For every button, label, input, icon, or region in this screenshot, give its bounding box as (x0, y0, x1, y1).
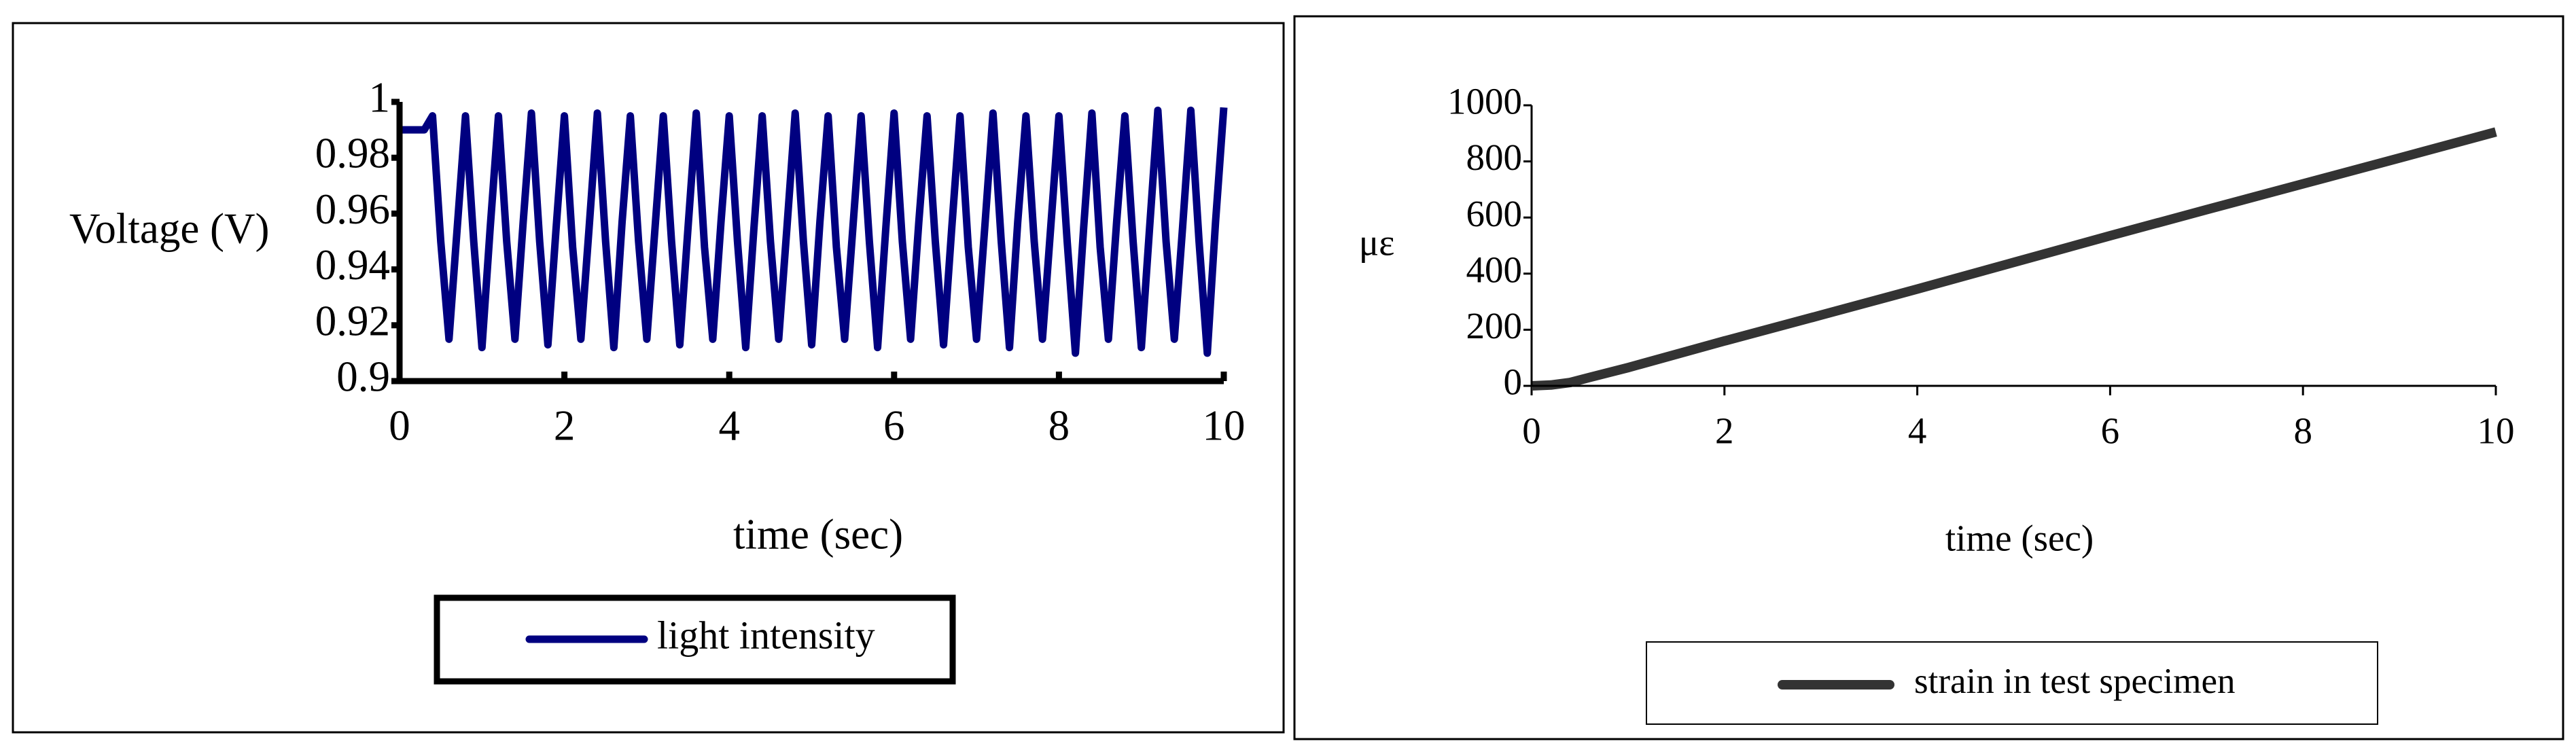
y-tick-label: 0 (1504, 361, 1523, 403)
x-tick-label: 10 (1203, 401, 1246, 449)
y-tick-label: 0.92 (315, 297, 390, 344)
x-tick-label: 8 (2293, 410, 2312, 452)
legend-box (434, 594, 956, 685)
x-tick-label: 0 (1522, 410, 1541, 452)
y-axis-label: Voltage (V) (69, 204, 270, 252)
y-tick-label: 0.96 (315, 185, 390, 233)
y-tick-label: 0.94 (315, 241, 390, 289)
y-tick-label: 600 (1466, 193, 1523, 234)
x-tick-label: 8 (1048, 401, 1070, 449)
y-tick-label: 1 (369, 73, 391, 121)
legend-label: light intensity (657, 613, 875, 657)
y-tick-label: 0.98 (315, 130, 390, 177)
data-line (400, 106, 1228, 357)
x-tick-label: 6 (2101, 410, 2120, 452)
x-tick-label: 4 (718, 401, 740, 449)
x-tick-label: 2 (554, 401, 576, 449)
y-tick-label: 0.9 (336, 353, 390, 400)
x-tick-label: 10 (2477, 410, 2515, 452)
y-tick-label: 400 (1466, 249, 1523, 290)
legend-label: strain in test specimen (1914, 662, 2235, 701)
x-tick-label: 2 (1715, 410, 1734, 452)
y-axis-label: με (1359, 222, 1395, 264)
y-tick-label: 800 (1466, 137, 1523, 178)
y-tick-label: 200 (1466, 305, 1523, 346)
right-panel (1293, 15, 2564, 740)
x-tick-label: 4 (1908, 410, 1927, 452)
x-axis-label: time (sec) (733, 510, 903, 558)
data-line (1531, 127, 2497, 391)
x-tick-label: 6 (883, 401, 905, 449)
x-axis-label: time (sec) (1945, 518, 2094, 559)
x-tick-label: 0 (389, 401, 410, 449)
legend-box (1646, 641, 2378, 725)
y-tick-label: 1000 (1447, 81, 1522, 122)
